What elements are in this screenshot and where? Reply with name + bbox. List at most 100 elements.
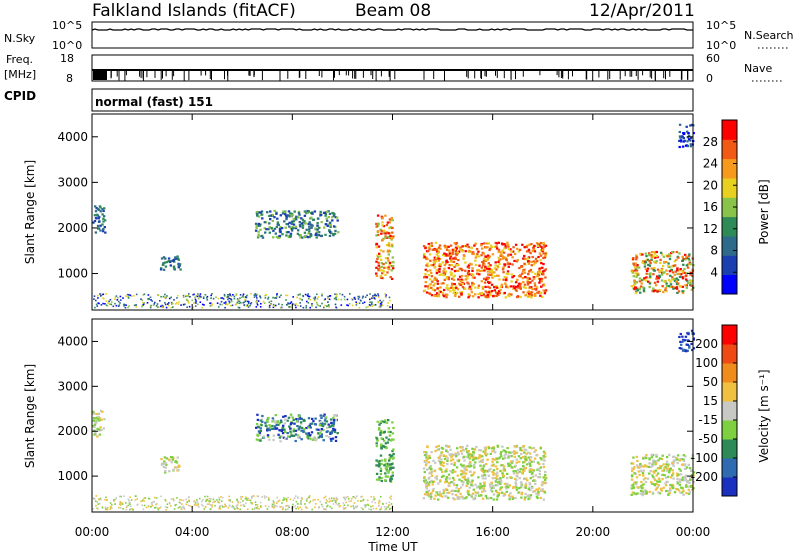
echo-cell — [289, 212, 292, 215]
echo-cell — [500, 253, 503, 256]
echo-cell — [531, 485, 534, 488]
echo-cell — [281, 428, 284, 432]
echo-cell — [266, 419, 269, 422]
echo-cell — [280, 227, 284, 230]
echo-cell — [690, 469, 694, 472]
echo-cell — [676, 278, 680, 281]
echo-cell — [460, 278, 463, 281]
echo-cell — [290, 229, 294, 232]
echo-cell — [441, 261, 445, 264]
colorbar-tick-label: 24 — [703, 157, 718, 171]
echo-cell — [447, 276, 451, 279]
echo-cell — [301, 226, 305, 229]
echo-cell — [282, 506, 285, 509]
echo-cell — [178, 263, 182, 266]
echo-cell — [292, 430, 295, 433]
echo-cell — [461, 283, 464, 286]
echo-cell — [317, 436, 320, 439]
echo-cell — [266, 435, 270, 438]
echo-cell — [682, 454, 685, 457]
echo-cell — [665, 282, 668, 285]
echo-cell — [363, 504, 366, 506]
echo-cell — [462, 481, 465, 484]
echo-cell — [94, 231, 98, 234]
echo-cell — [114, 503, 116, 505]
y-tick-label: 1000 — [57, 469, 88, 483]
echo-cell — [651, 482, 654, 485]
echo-cell — [648, 260, 651, 263]
echo-cell — [423, 253, 426, 256]
echo-cell — [256, 495, 259, 497]
echo-cell — [495, 245, 498, 248]
echo-cell — [632, 485, 635, 488]
echo-cell — [375, 266, 378, 269]
echo-cell — [438, 268, 441, 271]
echo-cell — [167, 257, 171, 260]
echo-cell — [242, 293, 245, 296]
echo-cell — [124, 306, 127, 309]
echo-cell — [292, 418, 295, 421]
echo-cell — [486, 267, 489, 270]
echo-cell — [334, 439, 338, 442]
echo-cell — [275, 212, 278, 215]
echo-cell — [254, 293, 257, 295]
echo-cell — [482, 257, 486, 260]
echo-cell — [681, 276, 684, 279]
echo-cell — [660, 279, 664, 282]
echo-cell — [346, 496, 349, 498]
echo-cell — [381, 216, 384, 220]
echo-cell — [275, 225, 279, 229]
echo-cell — [390, 495, 393, 498]
echo-cell — [260, 235, 263, 238]
echo-cell — [167, 458, 171, 461]
echo-cell — [322, 211, 326, 214]
echo-cell — [438, 270, 441, 273]
echo-cell — [533, 263, 536, 266]
echo-cell — [392, 426, 395, 430]
echo-cell — [661, 469, 664, 472]
echo-cell — [430, 264, 433, 267]
echo-cell — [254, 501, 257, 503]
echo-cell — [325, 498, 328, 501]
echo-cell — [537, 290, 541, 293]
echo-cell — [474, 286, 477, 289]
colorbar-segment — [722, 197, 737, 218]
echo-cell — [508, 292, 511, 295]
echo-cell — [114, 302, 116, 305]
echo-cell — [519, 275, 522, 278]
echo-cell — [684, 278, 688, 281]
echo-cell — [119, 503, 121, 505]
echo-cell — [491, 476, 495, 480]
echo-cell — [383, 230, 386, 233]
echo-cell — [520, 496, 523, 499]
echo-cell — [534, 479, 537, 482]
nsky-tick-bottom: 10^0 — [52, 39, 82, 52]
echo-cell — [379, 275, 383, 278]
echo-cell — [306, 294, 309, 297]
echo-cell — [236, 504, 239, 507]
echo-cell — [447, 482, 451, 485]
echo-cell — [385, 508, 387, 510]
echo-cell — [503, 493, 507, 497]
echo-cell — [435, 257, 438, 260]
echo-cell — [300, 497, 303, 499]
echo-cell — [305, 432, 308, 435]
echo-cell — [487, 447, 491, 450]
echo-cell — [308, 236, 311, 239]
echo-cell — [276, 296, 278, 298]
echo-cell — [325, 508, 327, 511]
echo-cell — [451, 282, 454, 285]
echo-cell — [666, 463, 669, 466]
echo-cell — [428, 278, 432, 281]
echo-cell — [462, 257, 465, 260]
echo-cell — [372, 295, 374, 297]
echo-cell — [508, 295, 511, 298]
echo-cell — [98, 498, 100, 500]
echo-cell — [661, 253, 664, 256]
echo-cell — [184, 303, 186, 306]
echo-cell — [292, 428, 295, 431]
echo-cell — [351, 304, 354, 307]
echo-cell — [228, 505, 231, 507]
echo-cell — [481, 269, 484, 272]
echo-cell — [467, 453, 470, 456]
